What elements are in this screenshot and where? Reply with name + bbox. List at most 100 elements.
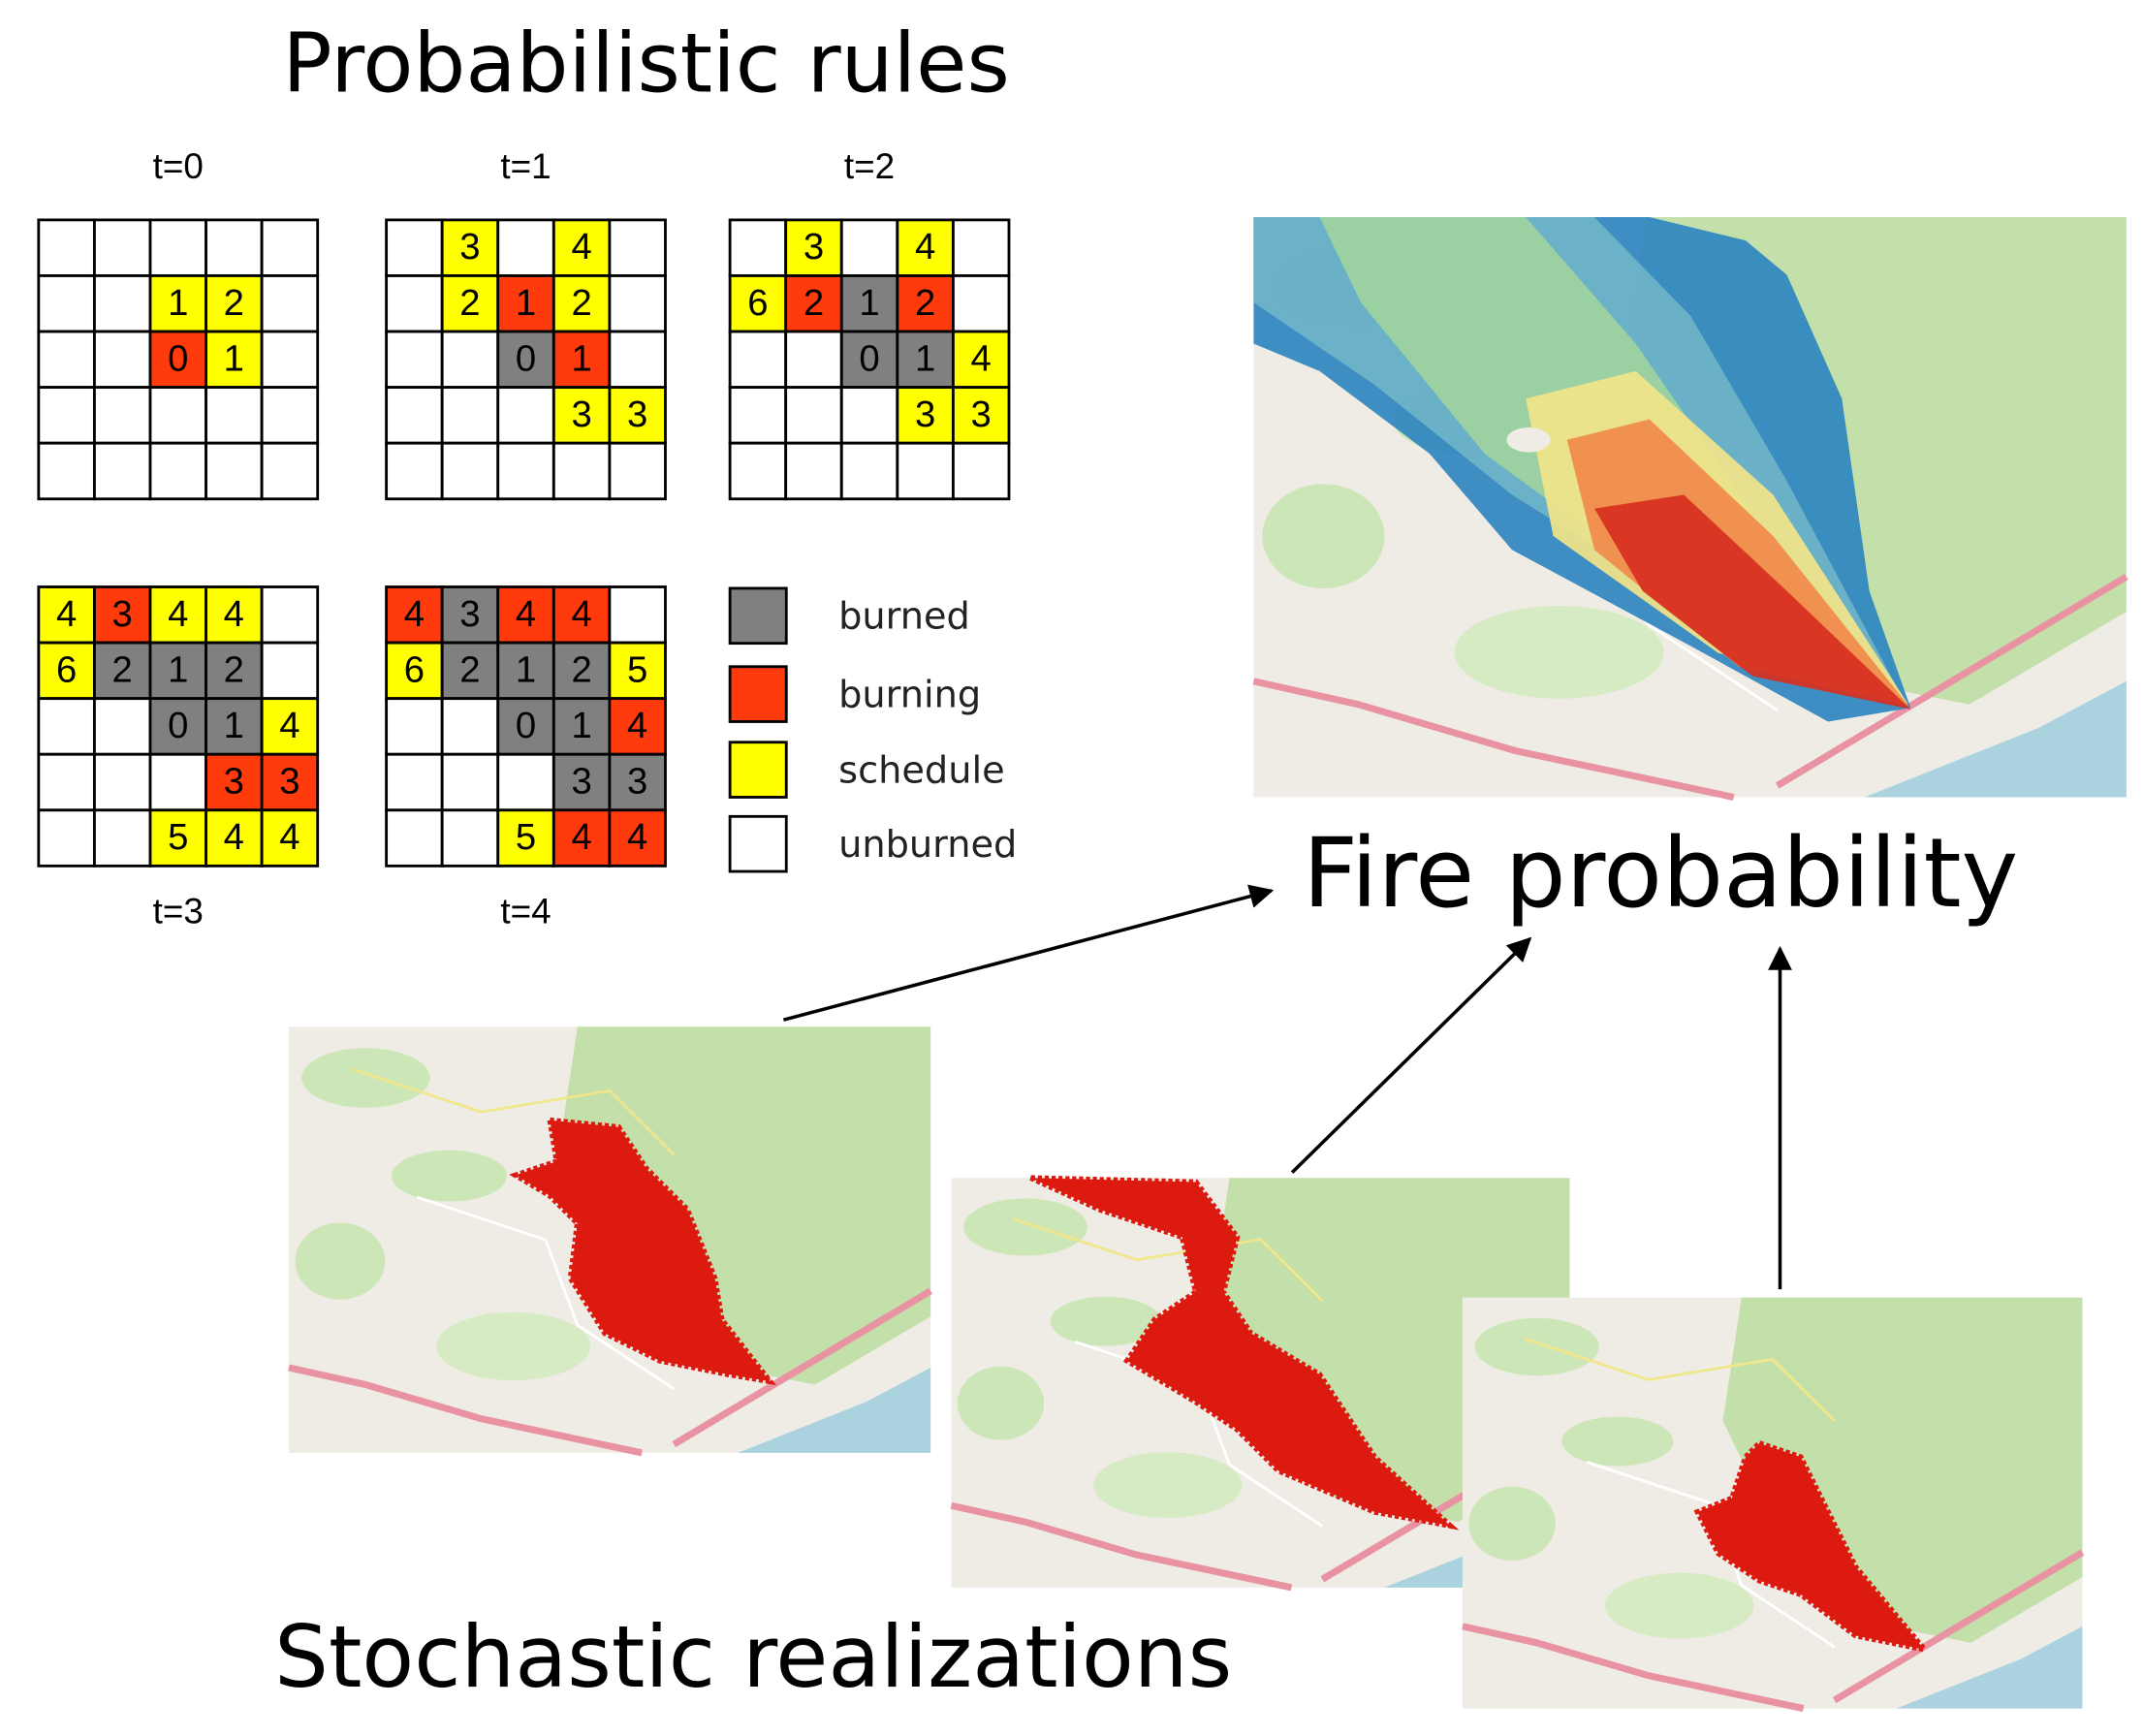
cell <box>839 386 899 445</box>
cell <box>496 386 555 445</box>
forest <box>1474 1317 1599 1376</box>
cell-number: 4 <box>627 816 647 858</box>
cell-number: 3 <box>224 761 244 803</box>
cell <box>608 808 667 868</box>
cell-number: 6 <box>747 282 768 324</box>
cell <box>260 585 320 645</box>
cell-number: 4 <box>56 593 77 635</box>
cell-number: 0 <box>168 705 188 746</box>
cell <box>728 330 788 390</box>
cell <box>385 641 444 701</box>
forest <box>391 1150 508 1202</box>
cell-number: 6 <box>56 648 77 690</box>
forest <box>1262 484 1385 589</box>
maps <box>288 217 2128 1713</box>
cell-number: 0 <box>516 337 536 379</box>
cell <box>608 441 667 501</box>
cell-number: 2 <box>571 648 591 690</box>
cell <box>385 441 444 501</box>
grid: 4 3 4 46 2 1 20 1 43 35 4 4t=3 <box>37 585 320 931</box>
arrows <box>782 884 1792 1290</box>
cell-number: 4 <box>571 816 591 858</box>
cell-number: 4 <box>571 593 591 635</box>
cell <box>37 386 96 445</box>
cell <box>148 386 207 445</box>
road <box>1252 678 1735 801</box>
cell-number: 1 <box>516 282 536 324</box>
cell <box>608 585 667 645</box>
cell-number: 3 <box>627 394 647 435</box>
cell <box>552 386 612 445</box>
legend-item: schedule <box>728 741 1005 799</box>
sea <box>1896 1626 2083 1709</box>
forest <box>1093 1452 1243 1519</box>
cell-number: 4 <box>971 337 992 379</box>
road <box>1832 1549 2085 1704</box>
cell <box>440 641 500 701</box>
cell-number: 1 <box>571 705 591 746</box>
cell <box>260 218 320 277</box>
cell <box>37 808 96 868</box>
cell <box>260 641 320 701</box>
grid-label: t=4 <box>500 892 551 931</box>
realizations-label: Stochastic realizations <box>274 1607 1232 1707</box>
grid-label: t=1 <box>500 146 551 186</box>
cell <box>92 441 152 501</box>
cell <box>37 752 96 812</box>
grid: 3 42 1 20 13 3t=1 <box>385 146 667 501</box>
cell-number: 0 <box>859 337 879 379</box>
legend-item: burning <box>728 665 981 723</box>
sea <box>738 1367 931 1453</box>
cell-number: 6 <box>404 648 425 690</box>
cell <box>260 752 320 812</box>
cell-number: 1 <box>571 337 591 379</box>
grid: 3 46 2 1 20 1 43 3t=2 <box>728 146 1011 501</box>
cell-number: 3 <box>571 394 591 435</box>
cell <box>440 808 500 868</box>
cell-number: 4 <box>915 226 935 268</box>
cell-number: 2 <box>915 282 935 324</box>
cell-number: 2 <box>224 648 244 690</box>
cell <box>148 752 207 812</box>
cell <box>496 218 555 277</box>
cell-number: 0 <box>168 337 188 379</box>
cell <box>896 218 955 277</box>
cell <box>784 441 843 501</box>
cell <box>440 441 500 501</box>
cell <box>440 585 500 645</box>
cell <box>496 441 555 501</box>
cell <box>37 330 96 390</box>
cell-number: 3 <box>915 394 935 435</box>
cell <box>37 274 96 333</box>
grid-label: t=2 <box>844 146 895 186</box>
legend-swatch <box>728 665 788 723</box>
cell <box>37 218 96 277</box>
legend-swatch <box>728 586 788 646</box>
cell <box>839 218 899 277</box>
cell-number: 2 <box>571 282 591 324</box>
cell <box>148 441 207 501</box>
cell <box>440 697 500 756</box>
cell <box>148 274 207 333</box>
fire-probability-label: Fire probability <box>1303 818 2018 930</box>
cell-number: 1 <box>516 648 536 690</box>
cell <box>951 274 1011 333</box>
cell-number: 3 <box>627 761 647 803</box>
cell <box>37 697 96 756</box>
cell <box>148 218 207 277</box>
road <box>416 1195 676 1391</box>
cell <box>260 274 320 333</box>
cell <box>496 752 555 812</box>
cell <box>552 808 612 868</box>
cell-number: 4 <box>627 705 647 746</box>
cell-number: 5 <box>516 816 536 858</box>
forest <box>1561 1416 1674 1467</box>
cell-number: 1 <box>915 337 935 379</box>
legend-item: burned <box>728 586 970 646</box>
cell <box>205 386 264 445</box>
cell-number: 1 <box>224 337 244 379</box>
legend-item: unburned <box>728 814 1017 873</box>
cell-number: 2 <box>459 282 480 324</box>
cell-number: 3 <box>459 226 480 268</box>
cell <box>385 697 444 756</box>
